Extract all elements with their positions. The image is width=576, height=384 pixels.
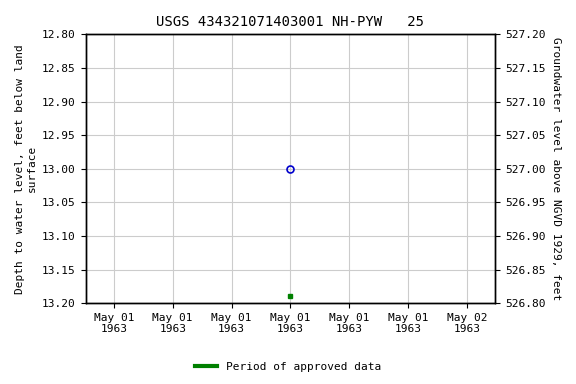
Y-axis label: Groundwater level above NGVD 1929, feet: Groundwater level above NGVD 1929, feet [551, 37, 561, 300]
Legend: Period of approved data: Period of approved data [191, 358, 385, 377]
Title: USGS 434321071403001 NH-PYW   25: USGS 434321071403001 NH-PYW 25 [157, 15, 425, 29]
Y-axis label: Depth to water level, feet below land
surface: Depth to water level, feet below land su… [15, 44, 37, 294]
